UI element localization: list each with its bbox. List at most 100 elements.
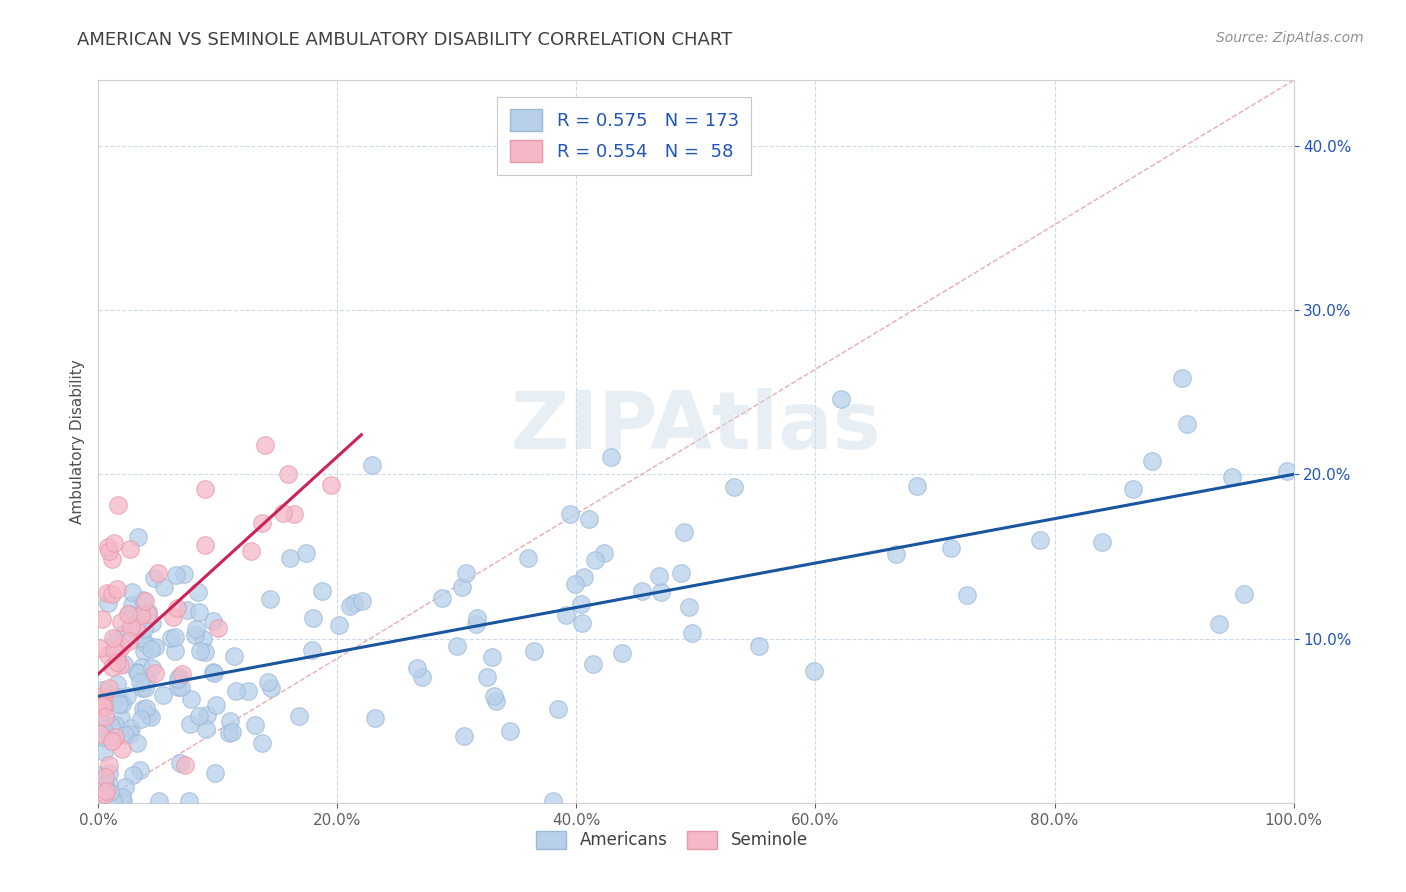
Point — [302, 611, 325, 625]
Point — [93, 746, 115, 760]
Point — [172, 667, 194, 681]
Point — [148, 794, 170, 808]
Point — [170, 680, 193, 694]
Point — [339, 599, 361, 613]
Point — [547, 702, 569, 716]
Point — [125, 622, 148, 636]
Point — [748, 639, 770, 653]
Point — [107, 656, 129, 670]
Point — [484, 690, 506, 704]
Point — [205, 698, 228, 712]
Point — [114, 780, 136, 794]
Point — [132, 702, 155, 716]
Point — [94, 787, 117, 801]
Point — [201, 615, 224, 629]
Point — [104, 632, 127, 646]
Point — [97, 596, 120, 610]
Point — [134, 593, 156, 607]
Point — [453, 729, 475, 743]
Text: AMERICAN VS SEMINOLE AMBULATORY DISABILITY CORRELATION CHART: AMERICAN VS SEMINOLE AMBULATORY DISABILI… — [77, 31, 733, 49]
Point — [97, 766, 120, 780]
Point — [136, 605, 159, 619]
Point — [193, 632, 215, 647]
Point — [176, 603, 198, 617]
Text: Source: ZipAtlas.com: Source: ZipAtlas.com — [1216, 31, 1364, 45]
Point — [956, 588, 979, 602]
Point — [522, 643, 544, 657]
Point — [103, 644, 125, 658]
Point — [125, 665, 148, 679]
Point — [97, 648, 120, 662]
Point — [101, 734, 124, 748]
Point — [343, 596, 366, 610]
Point — [90, 612, 112, 626]
Point — [311, 583, 333, 598]
Point — [301, 642, 323, 657]
Point — [121, 767, 143, 781]
Point — [193, 483, 215, 497]
Point — [612, 646, 634, 660]
Point — [564, 577, 586, 591]
Point — [108, 658, 131, 673]
Point — [129, 712, 152, 726]
Point — [283, 507, 305, 521]
Point — [830, 392, 852, 406]
Point — [569, 597, 592, 611]
Point — [173, 567, 195, 582]
Point — [105, 582, 128, 597]
Point — [91, 698, 114, 713]
Point — [650, 584, 672, 599]
Point — [117, 607, 139, 621]
Point — [132, 644, 155, 658]
Point — [104, 730, 127, 744]
Point — [141, 642, 163, 657]
Point — [180, 692, 202, 706]
Point — [166, 680, 188, 694]
Point — [131, 631, 153, 645]
Point — [277, 467, 299, 481]
Point — [1170, 371, 1192, 385]
Point — [678, 600, 700, 615]
Point — [179, 716, 201, 731]
Point — [89, 701, 111, 715]
Point — [120, 620, 142, 634]
Point — [110, 640, 132, 654]
Point — [475, 670, 498, 684]
Point — [1208, 617, 1230, 632]
Point — [91, 690, 114, 704]
Point — [259, 591, 281, 606]
Point — [141, 709, 163, 723]
Point — [93, 699, 115, 714]
Point — [89, 727, 111, 741]
Point — [905, 478, 928, 492]
Point — [253, 438, 276, 452]
Point — [648, 569, 671, 583]
Point — [218, 726, 240, 740]
Point — [194, 645, 217, 659]
Point — [222, 648, 245, 663]
Point — [207, 621, 229, 635]
Point — [148, 566, 170, 580]
Point — [167, 670, 190, 684]
Y-axis label: Ambulatory Disability: Ambulatory Disability — [69, 359, 84, 524]
Point — [120, 542, 142, 557]
Point — [939, 541, 962, 555]
Point — [134, 636, 156, 650]
Point — [104, 718, 127, 732]
Point — [165, 643, 187, 657]
Point — [225, 683, 247, 698]
Point — [94, 770, 117, 784]
Point — [98, 785, 121, 799]
Point — [136, 708, 159, 723]
Point — [121, 607, 143, 622]
Point — [682, 626, 704, 640]
Point — [105, 647, 128, 661]
Point — [143, 666, 166, 681]
Point — [541, 794, 564, 808]
Point — [111, 698, 134, 712]
Point — [98, 681, 121, 695]
Point — [101, 587, 124, 601]
Point — [152, 688, 174, 702]
Point — [127, 530, 149, 544]
Point — [105, 676, 128, 690]
